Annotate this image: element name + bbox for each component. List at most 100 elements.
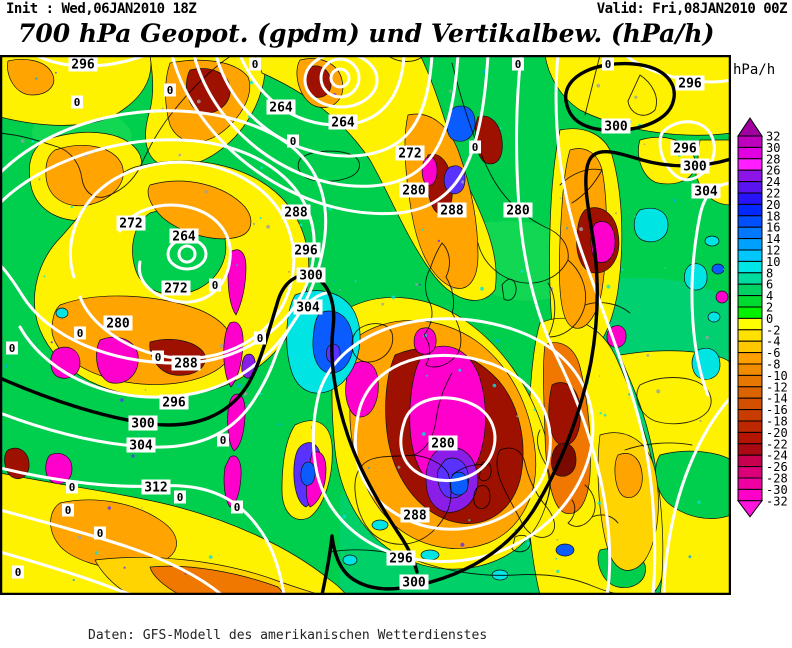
- speckle-dot: [161, 107, 164, 110]
- speckle-dot: [334, 280, 336, 282]
- geopotential-contour-label: 296: [162, 396, 186, 411]
- legend-tick-label: -16: [766, 403, 788, 417]
- contour-label-box: [691, 183, 721, 199]
- zero-line-label: 0: [234, 501, 241, 514]
- contour-label-box: [503, 202, 533, 218]
- contour-label-box: [266, 99, 296, 115]
- legend-tick-label: -24: [766, 449, 788, 463]
- contour-label-box: [328, 114, 358, 130]
- legend-tick-label: -26: [766, 460, 788, 474]
- speckle-dot: [43, 275, 46, 278]
- contour-label-box: [249, 57, 261, 71]
- legend-box: [737, 317, 763, 331]
- zero-line-label: 0: [69, 481, 76, 494]
- speckle-dot: [458, 368, 462, 372]
- speckle-dot: [492, 383, 497, 388]
- zero-line-label: 0: [515, 58, 522, 71]
- legend-box: [737, 135, 763, 148]
- magenta-blue-layer: [45, 105, 729, 581]
- legend-tick-label: 2: [766, 301, 773, 315]
- geopotential-contour-label: 312: [144, 481, 167, 496]
- contour-label-box: [469, 140, 481, 154]
- zero-line-label: 0: [77, 327, 84, 340]
- legend-tick-label: 28: [766, 152, 780, 166]
- speckle-dot: [208, 555, 213, 559]
- legend-tick-label: -6: [766, 346, 780, 360]
- legend-tick-label: -30: [766, 483, 788, 497]
- speckle-dot: [656, 389, 661, 394]
- speckle-dot: [606, 284, 611, 289]
- speckle-dot: [288, 271, 290, 273]
- legend-box: [737, 374, 763, 388]
- contour-label-box: [281, 204, 311, 220]
- contour-label-box: [164, 83, 176, 97]
- map-border: [0, 54, 732, 596]
- speckle-dot: [699, 419, 702, 422]
- bold-contour-label: 300: [604, 120, 628, 135]
- speckle-dot: [556, 569, 560, 574]
- contour-label-box: [174, 490, 186, 504]
- color-scale-legend: 32 30 28 26 24 22 20 18 16 14 12 10 8 6 4 2 0 -2 -4 -6 -8 -10…: [736, 116, 792, 530]
- contour-label-box: [291, 242, 321, 258]
- legend-box: [737, 340, 763, 354]
- speckle-dot: [579, 227, 584, 232]
- geopotential-contour-label: 264: [331, 116, 355, 131]
- speckle-dot: [354, 280, 357, 283]
- speckle-dot: [184, 572, 187, 575]
- speckle-dot: [634, 95, 638, 99]
- speckle-dot: [94, 551, 99, 555]
- legend-box: [737, 146, 763, 160]
- legend-box: [737, 477, 763, 490]
- legend-tick-label: -12: [766, 380, 788, 394]
- contour-label-box: [152, 350, 164, 364]
- speckle-dot: [397, 465, 401, 469]
- legend-box: [737, 203, 763, 217]
- bold-contour-label: 300: [683, 160, 707, 175]
- contour-label-box: [74, 326, 86, 340]
- zero-line-label: 0: [220, 434, 227, 447]
- speckle-dot: [391, 295, 396, 300]
- speckle-dot: [266, 224, 270, 229]
- speckle-dot: [516, 415, 519, 418]
- speckle-dot: [448, 89, 452, 93]
- contour-label-box: [161, 280, 191, 296]
- zero-line-label: 0: [290, 135, 297, 148]
- speckle-dot: [259, 217, 262, 220]
- contour-label-box: [66, 480, 78, 494]
- legend-tick-label: 18: [766, 209, 780, 223]
- contour-label-box: [231, 500, 243, 514]
- contour-label-box: [399, 182, 429, 198]
- legend-tick-label: 8: [766, 266, 773, 280]
- geopotential-contour-label: 296: [678, 77, 702, 92]
- geopotential-contour-label: 272: [398, 147, 421, 162]
- speckle-dot: [55, 71, 57, 74]
- contour-label-box: [94, 526, 106, 540]
- speckle-dot: [137, 433, 140, 436]
- speckle-dot: [603, 413, 607, 417]
- geopotential-contour-label: 304: [129, 439, 153, 454]
- contour-label-box: [171, 355, 201, 371]
- contour-label-box: [62, 503, 74, 517]
- speckle-dot: [520, 269, 524, 273]
- zero-line-label: 0: [212, 279, 219, 292]
- speckle-dot: [368, 466, 371, 469]
- legend-tick-label: -10: [766, 369, 788, 383]
- speckle-dot: [646, 354, 650, 357]
- speckle-dot: [123, 566, 126, 569]
- contour-label-box: [386, 550, 416, 566]
- speckle-dot: [339, 289, 341, 291]
- geopotential-contour-label: 296: [71, 58, 95, 73]
- legend-box: [737, 249, 763, 262]
- speckle-dot: [559, 197, 562, 200]
- legend-box: [737, 158, 763, 171]
- contour-label-box: [287, 134, 299, 148]
- speckle-dot: [461, 180, 465, 184]
- legend-box: [737, 431, 763, 445]
- speckle-dot: [460, 542, 465, 547]
- contour-label-box: [680, 158, 710, 174]
- contour-label-box: [169, 228, 199, 244]
- geopotential-contour-label: 272: [164, 282, 187, 297]
- speckle-dot: [20, 139, 25, 143]
- legend-box: [737, 306, 763, 319]
- legend-box: [737, 363, 763, 376]
